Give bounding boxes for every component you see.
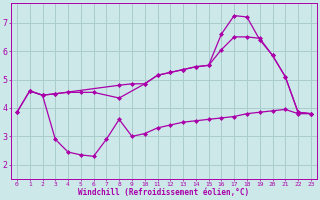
- X-axis label: Windchill (Refroidissement éolien,°C): Windchill (Refroidissement éolien,°C): [78, 188, 250, 197]
